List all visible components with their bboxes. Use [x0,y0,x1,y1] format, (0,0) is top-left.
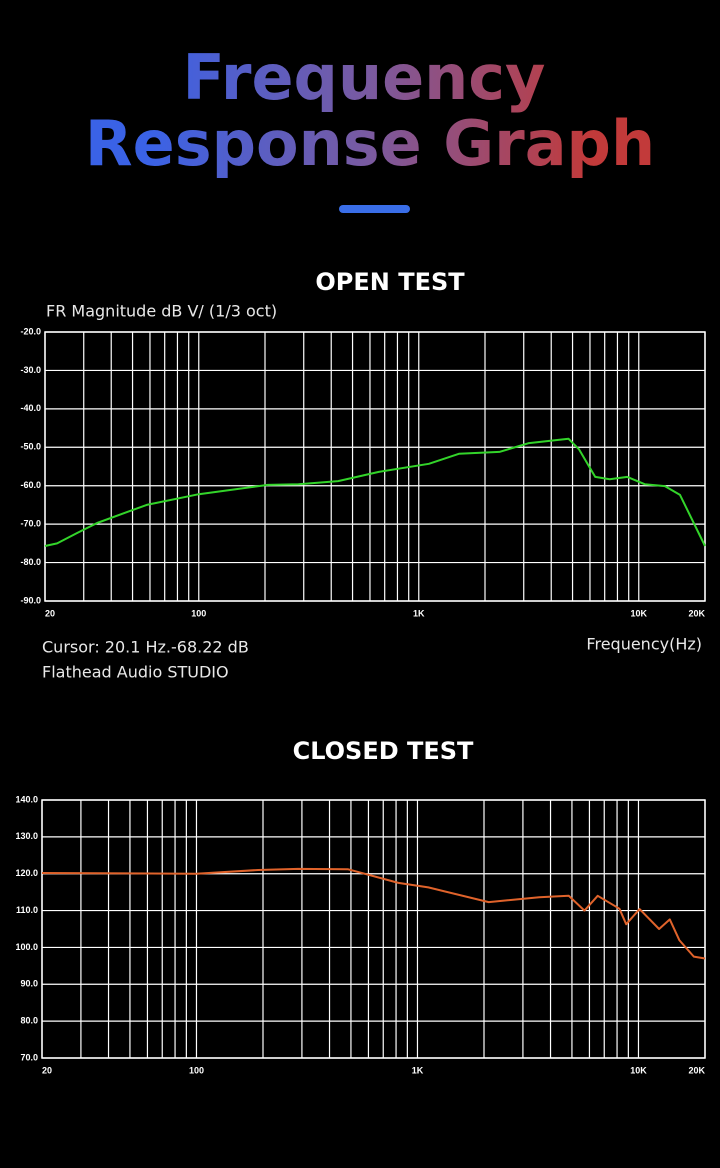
y-axis-label: FR Magnitude dB V/ (1/3 oct) [46,302,277,321]
y-tick-label: 140.0 [15,794,38,804]
x-tick-label: 20K [688,1065,705,1075]
x-tick-label: 1K [413,608,425,618]
x-tick-label: 20 [42,1065,52,1075]
plot-area [41,799,706,1059]
x-tick-label: 10K [630,1065,647,1075]
y-tick-label: 100.0 [15,942,38,952]
x-tick-label: 100 [191,608,206,618]
chart-title: OPEN TEST [315,268,465,296]
plot-area [44,331,706,602]
y-tick-label: 110.0 [16,905,38,915]
data-line [44,437,706,547]
y-tick-label: -70.0 [20,519,41,529]
y-tick-label: -90.0 [20,595,41,605]
y-tick-label: 70.0 [20,1052,38,1062]
x-axis-label: Frequency(Hz) [586,635,702,654]
y-tick-label: -50.0 [20,442,41,452]
annotation: Cursor: 20.1 Hz.-68.22 dB [42,638,249,657]
x-tick-label: 20 [45,608,55,618]
chart-title: CLOSED TEST [293,737,474,765]
data-line [41,867,706,960]
y-tick-label: -20.0 [20,326,41,336]
x-tick-label: 10K [631,608,648,618]
x-tick-label: 20K [688,608,705,618]
annotation: Flathead Audio STUDIO [42,663,229,682]
y-tick-label: -30.0 [20,365,41,375]
y-tick-label: -40.0 [20,403,41,413]
x-tick-label: 1K [412,1065,424,1075]
y-tick-label: 80.0 [20,1016,38,1026]
title-line: Response Graph [85,107,655,180]
x-tick-label: 100 [189,1065,204,1075]
title-underline [339,205,410,213]
y-tick-label: 130.0 [15,831,38,841]
y-tick-label: 90.0 [20,979,38,989]
y-tick-label: -80.0 [20,557,41,567]
title-line: Frequency [183,41,546,114]
y-tick-label: 120.0 [15,868,38,878]
y-tick-label: -60.0 [20,480,41,490]
